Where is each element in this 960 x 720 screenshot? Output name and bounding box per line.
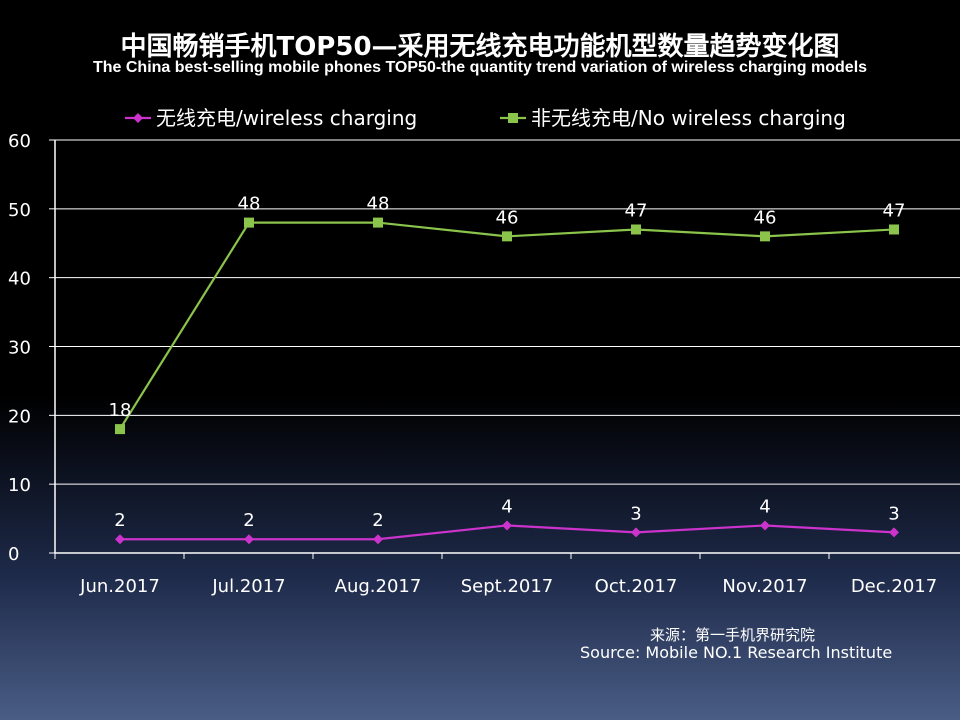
data-label: 2 bbox=[243, 510, 254, 531]
data-label: 48 bbox=[367, 194, 390, 215]
x-tick-label: Sept.2017 bbox=[461, 576, 554, 597]
legend-marker bbox=[133, 113, 143, 123]
data-point bbox=[889, 527, 899, 538]
legend-label: 非无线充电/No wireless charging bbox=[531, 106, 846, 130]
y-tick-label: 30 bbox=[8, 338, 31, 359]
series-group: 2 2 2 4 3 4 3 18 48 48 46 47 46 47 bbox=[109, 194, 906, 545]
x-tick-label: Aug.2017 bbox=[335, 576, 422, 597]
data-label: 2 bbox=[114, 510, 125, 531]
legend: 无线充电/wireless charging 非无线充电/No wireless … bbox=[125, 106, 846, 130]
data-point bbox=[502, 520, 512, 531]
data-label: 2 bbox=[372, 510, 383, 531]
data-label: 47 bbox=[883, 200, 906, 221]
chart-title-en: The China best-selling mobile phones TOP… bbox=[92, 59, 868, 76]
data-label: 4 bbox=[759, 496, 770, 517]
data-point bbox=[760, 520, 770, 531]
y-tick-label: 40 bbox=[8, 269, 31, 290]
data-label: 46 bbox=[496, 207, 519, 228]
chart-title-cn: 中国畅销手机TOP50—采用无线充电功能机型数量趋势变化图 bbox=[120, 32, 840, 62]
data-label: 48 bbox=[238, 194, 261, 215]
data-point bbox=[373, 217, 383, 228]
data-point bbox=[244, 217, 254, 228]
data-point bbox=[115, 534, 125, 545]
data-label: 3 bbox=[630, 503, 641, 524]
data-label: 3 bbox=[888, 503, 899, 524]
data-label: 47 bbox=[625, 200, 648, 221]
data-point bbox=[502, 231, 512, 242]
data-point bbox=[631, 224, 641, 235]
data-label: 18 bbox=[109, 400, 132, 421]
series-line bbox=[119, 221, 895, 430]
data-point bbox=[631, 527, 641, 538]
source-cn: 来源：第一手机界研究院 bbox=[650, 626, 816, 644]
y-tick-label: 10 bbox=[8, 475, 31, 496]
x-tick-label: Jun.2017 bbox=[79, 576, 160, 597]
axes: 0 10 20 30 40 50 60 Jun.2017 Jul.2017 Aug.2017 Sep… bbox=[8, 131, 960, 597]
legend-marker bbox=[508, 113, 518, 123]
y-tick-label: 0 bbox=[8, 544, 19, 565]
x-tick-label: Oct.2017 bbox=[595, 576, 678, 597]
data-point bbox=[115, 424, 125, 435]
x-tick-label: Dec.2017 bbox=[851, 576, 937, 597]
x-tick-label: Jul.2017 bbox=[211, 576, 285, 597]
data-point bbox=[373, 534, 383, 545]
y-tick-label: 50 bbox=[8, 200, 31, 221]
data-label: 46 bbox=[754, 207, 777, 228]
data-point bbox=[889, 224, 899, 235]
gridlines bbox=[55, 139, 960, 485]
data-label: 4 bbox=[501, 496, 512, 517]
y-tick-label: 20 bbox=[8, 406, 31, 427]
legend-label: 无线充电/wireless charging bbox=[156, 106, 417, 130]
data-point bbox=[760, 231, 770, 242]
y-tick-label: 60 bbox=[8, 131, 31, 152]
source-en: Source: Mobile NO.1 Research Institute bbox=[580, 643, 893, 662]
data-point bbox=[244, 534, 254, 545]
x-tick-label: Nov.2017 bbox=[722, 576, 807, 597]
